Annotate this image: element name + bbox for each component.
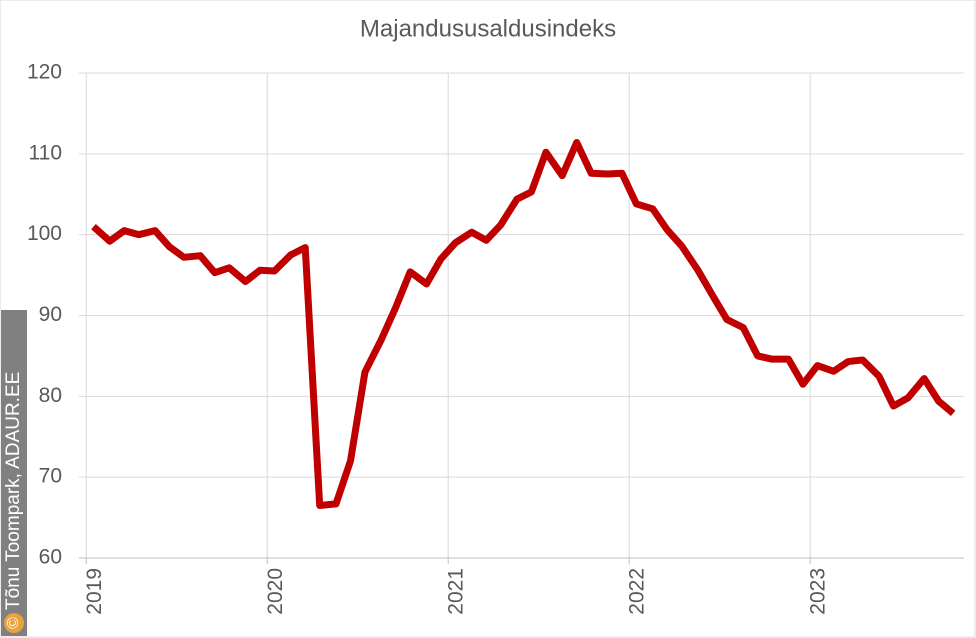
y-tick-label: 120 <box>27 61 62 84</box>
x-tick-label: 2022 <box>626 568 649 615</box>
y-tick-label: 100 <box>27 222 62 245</box>
credit-box <box>1 310 27 636</box>
y-tick-label: 90 <box>39 303 62 326</box>
x-tick-label: 2021 <box>445 568 468 615</box>
chart-title: Majandususaldusindeks <box>360 15 616 42</box>
credit-symbol: © <box>5 617 22 629</box>
y-tick-label: 70 <box>39 465 62 488</box>
y-tick-label: 110 <box>29 141 62 164</box>
y-tick-label: 80 <box>39 384 62 407</box>
data-line <box>91 139 956 509</box>
x-tick-label: 2023 <box>807 568 830 615</box>
x-tick-label: 2020 <box>264 568 287 615</box>
credit-icon <box>4 613 24 633</box>
credit: © Tõnu Toompark, ADAUR.EE <box>1 310 27 636</box>
x-tick-label: 2019 <box>83 568 106 615</box>
credit-text: Tõnu Toompark, ADAUR.EE <box>3 372 24 610</box>
y-tick-label: 60 <box>39 546 62 569</box>
